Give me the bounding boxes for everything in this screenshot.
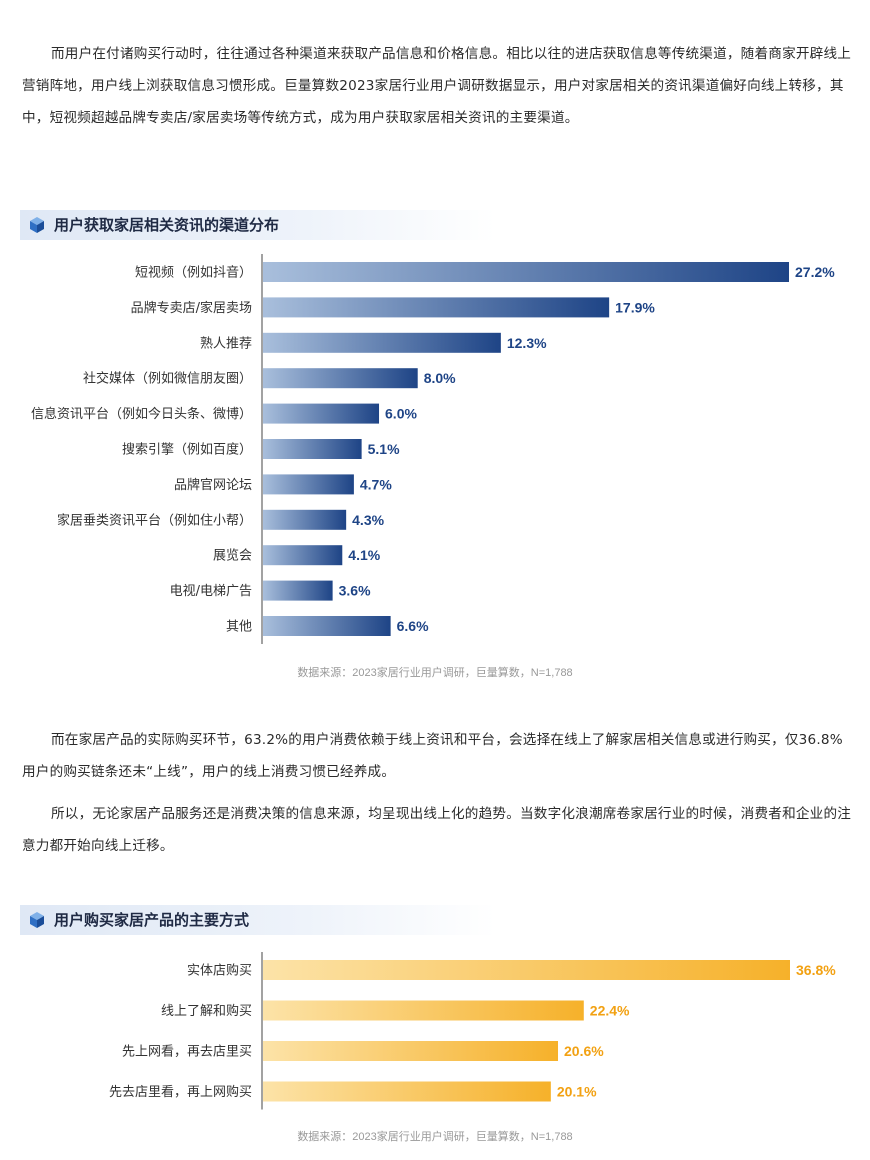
value-label: 3.6% <box>339 583 371 599</box>
category-label: 短视频（例如抖音） <box>135 265 252 281</box>
category-label: 家居垂类资讯平台（例如住小帮） <box>57 512 252 528</box>
category-label: 信息资讯平台（例如今日头条、微博） <box>31 406 252 422</box>
value-label: 17.9% <box>615 299 655 315</box>
value-label: 27.2% <box>795 264 835 280</box>
bar <box>263 403 380 424</box>
bar <box>263 1000 584 1021</box>
value-label: 36.8% <box>796 962 836 978</box>
value-label: 20.1% <box>557 1084 597 1100</box>
channel-distribution-chart: 短视频（例如抖音） 27.2% 品牌专卖店/家居卖场 17.9% 熟人推荐 12.3% 社交… <box>31 254 835 644</box>
category-label: 展览会 <box>213 548 252 564</box>
chart2-source: 数据来源：2023家居行业用户调研，巨量算数，N=1,788 <box>297 1131 573 1143</box>
value-label: 4.1% <box>348 547 380 563</box>
bar <box>263 960 790 980</box>
cube-icon <box>30 912 44 928</box>
category-label: 先去店里看，再上网购买 <box>109 1084 252 1100</box>
chart2-title: 用户购买家居产品的主要方式 <box>54 911 250 929</box>
category-label: 品牌官网论坛 <box>174 477 252 493</box>
category-label: 品牌专卖店/家居卖场 <box>131 300 252 316</box>
value-label: 20.6% <box>564 1043 604 1059</box>
bar <box>263 1041 559 1061</box>
category-label: 其他 <box>226 620 252 635</box>
value-label: 5.1% <box>368 441 400 457</box>
purchase-method-chart: 实体店购买 36.8% 线上了解和购买 22.4% 先上网看，再去店里买 20.6% 先去店… <box>109 952 836 1110</box>
chart1-header: 用户获取家居相关资讯的渠道分布 <box>20 210 496 240</box>
category-label: 电视/电梯广告 <box>170 584 252 599</box>
category-label: 搜索引擎（例如百度） <box>122 442 252 458</box>
bar <box>263 580 333 601</box>
bar <box>263 474 354 495</box>
value-label: 22.4% <box>590 1003 630 1019</box>
category-label: 实体店购买 <box>187 963 252 979</box>
value-label: 4.7% <box>360 476 392 492</box>
value-label: 6.6% <box>397 618 429 634</box>
intro-paragraph: 而用户在付诸购买行动时，往往通过各种渠道来获取产品信息和价格信息。相比以往的进店… <box>22 46 852 126</box>
cube-icon <box>30 217 44 233</box>
value-label: 8.0% <box>424 370 456 386</box>
value-label: 12.3% <box>507 335 547 351</box>
bar <box>263 616 391 636</box>
bar <box>263 262 789 282</box>
purchase-paragraph: 而在家居产品的实际购买环节，63.2%的用户消费依赖于线上资讯和平台，会选择在线… <box>22 732 843 780</box>
category-label: 先上网看，再去店里买 <box>122 1044 252 1060</box>
chart1-title: 用户获取家居相关资讯的渠道分布 <box>54 216 280 234</box>
bar <box>263 332 501 353</box>
bar <box>263 297 610 318</box>
value-label: 4.3% <box>352 512 384 528</box>
category-label: 线上了解和购买 <box>161 1003 252 1019</box>
bar <box>263 1081 551 1102</box>
bar <box>263 509 347 530</box>
trend-paragraph: 所以，无论家居产品服务还是消费决策的信息来源，均呈现出线上化的趋势。当数字化浪潮… <box>22 806 852 854</box>
value-label: 6.0% <box>385 406 417 422</box>
chart2-header: 用户购买家居产品的主要方式 <box>20 905 496 935</box>
category-label: 社交媒体（例如微信朋友圈） <box>83 371 252 387</box>
bar <box>263 368 418 389</box>
chart1-source: 数据来源：2023家居行业用户调研，巨量算数，N=1,788 <box>297 667 573 679</box>
bar <box>263 439 362 459</box>
bar <box>263 545 343 566</box>
category-label: 熟人推荐 <box>200 335 252 351</box>
